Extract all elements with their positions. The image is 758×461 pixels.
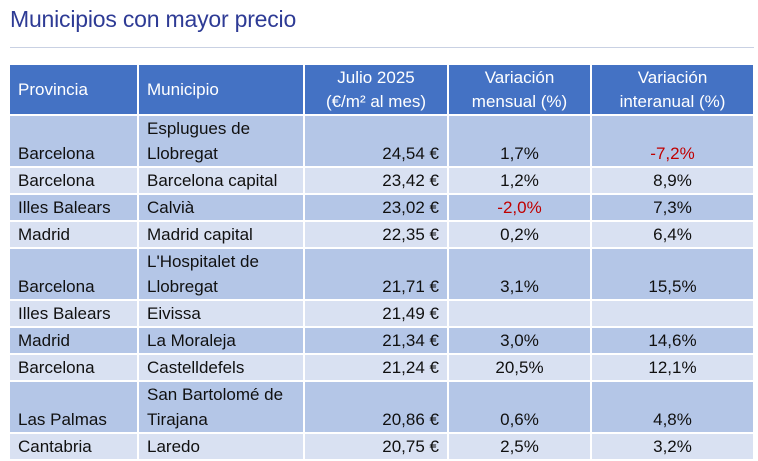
header-municipio: Municipio — [139, 65, 305, 116]
cell-variacion-mensual: 0,2% — [449, 222, 592, 249]
cell-provincia: Barcelona — [10, 116, 139, 168]
cell-municipio: Eivissa — [139, 301, 305, 328]
cell-precio: 23,42 € — [305, 168, 449, 195]
cell-variacion-interanual: 8,9% — [592, 168, 753, 195]
cell-provincia: Madrid — [10, 328, 139, 355]
table-row: Madrid La Moraleja 21,34 € 3,0% 14,6% — [10, 328, 753, 355]
cell-precio: 23,02 € — [305, 195, 449, 222]
table-row: Las Palmas San Bartolomé de Tirajana 20,… — [10, 382, 753, 434]
header-precio: Julio 2025 (€/m² al mes) — [305, 65, 449, 116]
cell-precio: 24,54 € — [305, 116, 449, 168]
header-variacion-mensual: Variación mensual (%) — [449, 65, 592, 116]
cell-variacion-interanual — [592, 301, 753, 328]
header-provincia: Provincia — [10, 65, 139, 116]
cell-provincia: Madrid — [10, 222, 139, 249]
cell-precio: 21,24 € — [305, 355, 449, 382]
cell-variacion-interanual: 6,4% — [592, 222, 753, 249]
table-row: Barcelona L'Hospitalet de Llobregat 21,7… — [10, 249, 753, 301]
table-row: Illes Balears Calvià 23,02 € -2,0% 7,3% — [10, 195, 753, 222]
cell-municipio: Barcelona capital — [139, 168, 305, 195]
cell-municipio: Castelldefels — [139, 355, 305, 382]
cell-variacion-interanual: 15,5% — [592, 249, 753, 301]
cell-variacion-mensual: 20,5% — [449, 355, 592, 382]
table-row: Barcelona Castelldefels 21,24 € 20,5% 12… — [10, 355, 753, 382]
cell-precio: 20,86 € — [305, 382, 449, 434]
cell-municipio: San Bartolomé de Tirajana — [139, 382, 305, 434]
cell-municipio: La Moraleja — [139, 328, 305, 355]
page-title: Municipios con mayor precio — [10, 6, 297, 32]
cell-variacion-mensual: 1,7% — [449, 116, 592, 168]
cell-variacion-interanual: 12,1% — [592, 355, 753, 382]
table-row: Illes Balears Eivissa 21,49 € — [10, 301, 753, 328]
table-row: Barcelona Barcelona capital 23,42 € 1,2%… — [10, 168, 753, 195]
cell-variacion-mensual: 1,2% — [449, 168, 592, 195]
cell-provincia: Barcelona — [10, 355, 139, 382]
cell-variacion-mensual: -2,0% — [449, 195, 592, 222]
cell-variacion-mensual: 3,0% — [449, 328, 592, 355]
cell-municipio: Calvià — [139, 195, 305, 222]
cell-variacion-interanual: 4,8% — [592, 382, 753, 434]
cell-municipio: Madrid capital — [139, 222, 305, 249]
header-variacion-interanual: Variación interanual (%) — [592, 65, 753, 116]
table-row: Cantabria Laredo 20,75 € 2,5% 3,2% — [10, 434, 753, 461]
cell-provincia: Barcelona — [10, 168, 139, 195]
cell-precio: 21,34 € — [305, 328, 449, 355]
cell-municipio: Esplugues de Llobregat — [139, 116, 305, 168]
cell-variacion-interanual: 7,3% — [592, 195, 753, 222]
cell-precio: 20,75 € — [305, 434, 449, 461]
cell-precio: 21,71 € — [305, 249, 449, 301]
cell-variacion-interanual: -7,2% — [592, 116, 753, 168]
header-row: Provincia Municipio Julio 2025 (€/m² al m… — [10, 65, 753, 116]
table-row: Madrid Madrid capital 22,35 € 0,2% 6,4% — [10, 222, 753, 249]
cell-variacion-interanual: 14,6% — [592, 328, 753, 355]
cell-municipio: L'Hospitalet de Llobregat — [139, 249, 305, 301]
table-row: Barcelona Esplugues de Llobregat 24,54 €… — [10, 116, 753, 168]
price-table: Provincia Municipio Julio 2025 (€/m² al m… — [10, 65, 753, 461]
cell-precio: 21,49 € — [305, 301, 449, 328]
cell-variacion-interanual: 3,2% — [592, 434, 753, 461]
cell-provincia: Illes Balears — [10, 195, 139, 222]
cell-precio: 22,35 € — [305, 222, 449, 249]
cell-variacion-mensual: 2,5% — [449, 434, 592, 461]
cell-variacion-mensual — [449, 301, 592, 328]
cell-provincia: Las Palmas — [10, 382, 139, 434]
cell-variacion-mensual: 3,1% — [449, 249, 592, 301]
cell-provincia: Illes Balears — [10, 301, 139, 328]
cell-municipio: Laredo — [139, 434, 305, 461]
cell-provincia: Barcelona — [10, 249, 139, 301]
cell-variacion-mensual: 0,6% — [449, 382, 592, 434]
title-divider — [10, 47, 754, 48]
cell-provincia: Cantabria — [10, 434, 139, 461]
